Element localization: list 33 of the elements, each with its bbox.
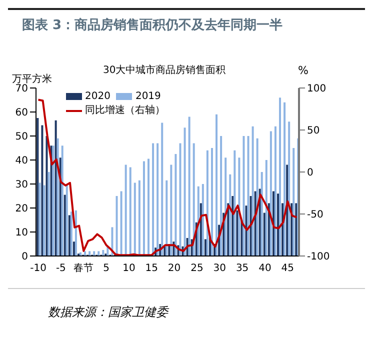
y2-axis-title: % [298, 64, 308, 77]
x-tick-label: 30 [213, 263, 226, 274]
chart-title: 图表 3：商品房销售面积仍不及去年同期一半 [22, 16, 283, 34]
x-tick-label: -10 [30, 263, 46, 274]
y2-tick-label: 100 [307, 84, 326, 95]
y-tick-label: 60 [15, 108, 28, 119]
x-tick-label: 15 [145, 263, 158, 274]
x-tick-label: 25 [190, 263, 204, 274]
legend-label: 同比增速（右轴） [85, 104, 165, 117]
legend-label: 2019 [135, 90, 161, 103]
x-tick-label: 45 [281, 263, 294, 274]
y-axis-title: 万平方米 [12, 72, 52, 85]
x-tick-label: 5 [103, 263, 110, 274]
y-tick-label: 30 [15, 180, 28, 191]
y2-tick-label: 0 [307, 168, 314, 179]
chart-subtitle: 30大中城市商品房销售面积 [103, 64, 226, 77]
y2-tick-label: -100 [307, 252, 330, 263]
source-note: 数据来源：国家卫健委 [48, 304, 168, 321]
x-tick-label: 春节 [74, 262, 94, 274]
y-tick-label: 20 [15, 204, 28, 215]
y2-tick-label: -50 [307, 210, 324, 221]
y2-tick-label: 50 [307, 126, 320, 137]
y-tick-label: 70 [15, 84, 28, 95]
x-tick-label: -5 [56, 263, 66, 274]
y-tick-label: 0 [22, 252, 28, 263]
y-tick-label: 50 [15, 132, 28, 143]
x-tick-label: 20 [168, 263, 181, 274]
x-tick-label: 10 [122, 263, 136, 274]
x-tick-label: 35 [236, 263, 249, 274]
x-tick-label: 40 [258, 263, 272, 274]
y-tick-label: 40 [15, 156, 28, 167]
y-tick-label: 10 [15, 228, 28, 239]
legend-label: 2020 [85, 90, 110, 103]
